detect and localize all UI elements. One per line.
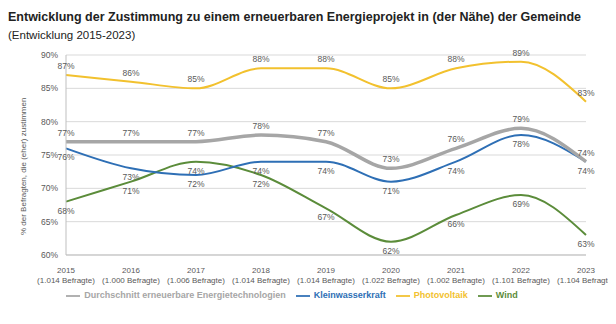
svg-text:69%: 69% [512, 199, 529, 209]
html-text:Entwicklung der Zustimmung zu: Entwicklung der Zustimmung zu einem erne… [8, 10, 581, 24]
html-text:Durchschnitt erneuerbare Energ: Durchschnitt erneuerbare Energietechnolo… [84, 290, 286, 301]
svg-text:67%: 67% [317, 212, 334, 222]
svg-text:83%: 83% [577, 88, 594, 98]
svg-text:85%: 85% [41, 83, 58, 93]
svg-text:87%: 87% [57, 61, 74, 71]
svg-text:77%: 77% [187, 128, 204, 138]
svg-text:72%: 72% [187, 179, 204, 189]
svg-text:74%: 74% [187, 166, 204, 176]
svg-text:75%: 75% [41, 150, 58, 160]
html-text:Photovoltaik: Photovoltaik [413, 290, 468, 301]
svg-text:60%: 60% [41, 250, 58, 260]
svg-text:77%: 77% [57, 128, 74, 138]
svg-text:2017(1.006 Befragte): 2017(1.006 Befragte) [167, 266, 225, 285]
html-text:Kleinwasserkraft: Kleinwasserkraft [313, 290, 386, 301]
svg-text:2021(1.002 Befragte): 2021(1.002 Befragte) [427, 266, 485, 285]
svg-text:88%: 88% [252, 54, 269, 64]
svg-text:62%: 62% [382, 246, 399, 256]
svg-text:78%: 78% [512, 139, 529, 149]
svg-text:% der Befragten, die (eher) zu: % der Befragten, die (eher) zustimmen [19, 98, 28, 235]
svg-text:63%: 63% [577, 239, 594, 249]
svg-text:77%: 77% [122, 128, 139, 138]
svg-text:73%: 73% [122, 172, 139, 182]
html-text:(Entwicklung 2015-2023): (Entwicklung 2015-2023) [8, 29, 136, 41]
svg-text:85%: 85% [382, 74, 399, 84]
svg-text:70%: 70% [41, 183, 58, 193]
svg-text:77%: 77% [317, 128, 334, 138]
svg-text:86%: 86% [122, 68, 139, 78]
svg-text:73%: 73% [382, 154, 399, 164]
svg-text:76%: 76% [57, 152, 74, 162]
svg-text:85%: 85% [187, 74, 204, 84]
svg-text:74%: 74% [317, 166, 334, 176]
svg-text:72%: 72% [252, 179, 269, 189]
svg-text:2023(1.104 Befragte): 2023(1.104 Befragte) [557, 266, 608, 285]
svg-text:2015(1.014 Befragte): 2015(1.014 Befragte) [37, 266, 95, 285]
svg-text:2018(1.014 Befragte): 2018(1.014 Befragte) [232, 266, 290, 285]
svg-text:74%: 74% [577, 148, 594, 158]
html-text:Wind: Wind [495, 290, 518, 301]
svg-text:78%: 78% [252, 121, 269, 131]
svg-text:2016(1.000 Befragte): 2016(1.000 Befragte) [102, 266, 160, 285]
svg-text:2019(1.014 Befragte): 2019(1.014 Befragte) [297, 266, 355, 285]
svg-text:2020(1.022 Befragte): 2020(1.022 Befragte) [362, 266, 420, 285]
svg-text:88%: 88% [317, 54, 334, 64]
svg-text:68%: 68% [57, 206, 74, 216]
svg-text:80%: 80% [41, 117, 58, 127]
svg-text:74%: 74% [252, 166, 269, 176]
svg-text:71%: 71% [382, 186, 399, 196]
svg-text:65%: 65% [41, 217, 58, 227]
svg-text:66%: 66% [447, 219, 464, 229]
svg-text:74%: 74% [447, 166, 464, 176]
svg-text:88%: 88% [447, 54, 464, 64]
svg-text:71%: 71% [122, 186, 139, 196]
svg-text:76%: 76% [447, 134, 464, 144]
svg-text:79%: 79% [512, 114, 529, 124]
svg-text:89%: 89% [512, 48, 529, 58]
svg-text:90%: 90% [41, 50, 58, 60]
svg-text:2022(1.101 Befragte): 2022(1.101 Befragte) [492, 266, 550, 285]
svg-text:74%: 74% [577, 166, 594, 176]
